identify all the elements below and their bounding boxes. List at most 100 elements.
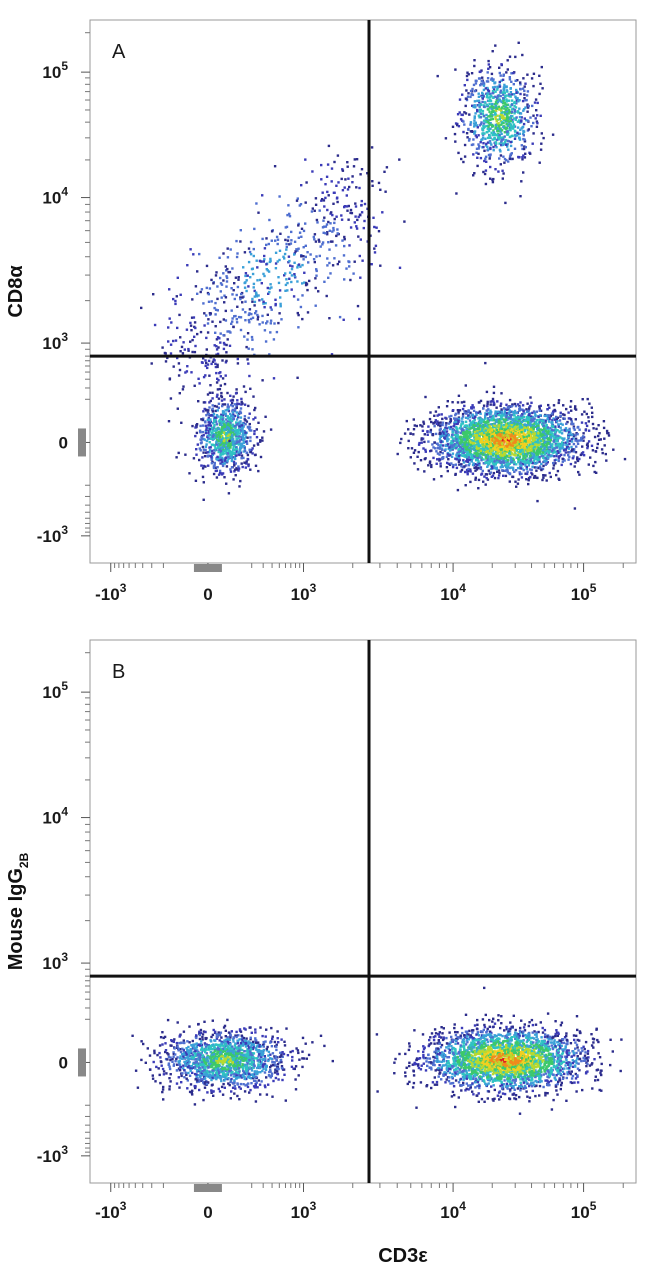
event-point	[439, 446, 442, 449]
event-point	[536, 453, 540, 456]
event-point	[530, 435, 533, 438]
event-point	[508, 411, 511, 414]
event-point	[494, 113, 497, 116]
event-point	[475, 124, 478, 127]
event-point	[225, 359, 228, 363]
event-point	[454, 463, 458, 466]
event-point	[237, 453, 240, 456]
event-point	[518, 404, 521, 408]
event-point	[210, 362, 213, 366]
event-point	[473, 104, 476, 107]
event-point	[450, 455, 454, 458]
event-point	[490, 115, 494, 118]
event-point	[250, 429, 253, 432]
event-point	[481, 441, 484, 444]
event-point	[529, 404, 532, 408]
event-point	[543, 426, 546, 430]
event-point	[480, 82, 483, 86]
event-point	[488, 431, 492, 434]
event-point	[529, 396, 532, 399]
event-point	[211, 404, 214, 407]
event-point	[275, 330, 279, 334]
event-point	[541, 442, 544, 446]
event-point	[320, 163, 323, 167]
event-point	[571, 456, 575, 460]
event-point	[251, 447, 254, 450]
event-point	[488, 157, 491, 160]
event-point	[482, 122, 486, 125]
event-point	[359, 276, 362, 279]
event-point	[458, 111, 461, 114]
event-point	[547, 453, 550, 457]
event-point	[399, 441, 402, 445]
event-point	[515, 99, 518, 102]
event-point	[221, 428, 225, 431]
event-point	[568, 427, 571, 431]
event-point	[500, 129, 504, 132]
event-point	[328, 248, 331, 251]
event-point	[516, 79, 519, 82]
population-cd3-cd8-	[436, 41, 555, 205]
event-point	[274, 251, 278, 254]
event-point	[439, 427, 442, 431]
event-point	[467, 458, 471, 462]
event-point	[502, 443, 505, 447]
event-point	[214, 365, 218, 369]
event-point	[482, 431, 486, 435]
event-point	[502, 119, 505, 122]
event-point	[453, 437, 456, 440]
event-point	[538, 74, 541, 77]
event-point	[230, 309, 233, 312]
event-point	[283, 257, 286, 260]
event-point	[340, 214, 343, 217]
event-point	[567, 458, 570, 461]
event-point	[480, 473, 483, 476]
event-point	[483, 172, 487, 176]
event-point	[556, 429, 559, 432]
event-point	[529, 475, 532, 479]
event-point	[529, 458, 533, 461]
event-point	[554, 442, 557, 446]
event-point	[293, 240, 297, 243]
event-point	[299, 265, 302, 268]
event-point	[529, 450, 532, 454]
event-point	[217, 402, 221, 405]
event-point	[239, 416, 243, 419]
event-point	[333, 257, 336, 260]
event-point	[359, 238, 362, 241]
event-point	[512, 93, 516, 96]
event-point	[466, 451, 469, 454]
event-point	[222, 318, 225, 321]
event-point	[466, 136, 469, 139]
event-point	[561, 445, 564, 448]
event-point	[247, 285, 250, 288]
event-point	[206, 451, 209, 454]
event-point	[492, 391, 496, 395]
event-point	[215, 423, 219, 426]
event-point	[510, 428, 514, 431]
event-point	[239, 316, 243, 319]
event-point	[527, 479, 530, 482]
event-point	[275, 235, 279, 239]
event-point	[531, 429, 535, 432]
event-point	[494, 414, 498, 418]
event-point	[247, 463, 250, 466]
event-point	[536, 114, 539, 117]
event-point	[473, 416, 476, 420]
event-point	[553, 439, 556, 442]
event-point	[538, 407, 541, 410]
event-point	[422, 420, 425, 423]
event-point	[522, 410, 525, 413]
event-point	[523, 145, 526, 148]
event-point	[225, 465, 229, 468]
event-point	[255, 436, 259, 439]
event-point	[506, 426, 509, 429]
event-point	[496, 431, 500, 434]
event-point	[497, 138, 500, 141]
event-point	[452, 463, 455, 467]
event-point	[227, 407, 230, 410]
event-point	[526, 441, 529, 444]
event-point	[226, 424, 230, 427]
event-point	[189, 340, 192, 343]
